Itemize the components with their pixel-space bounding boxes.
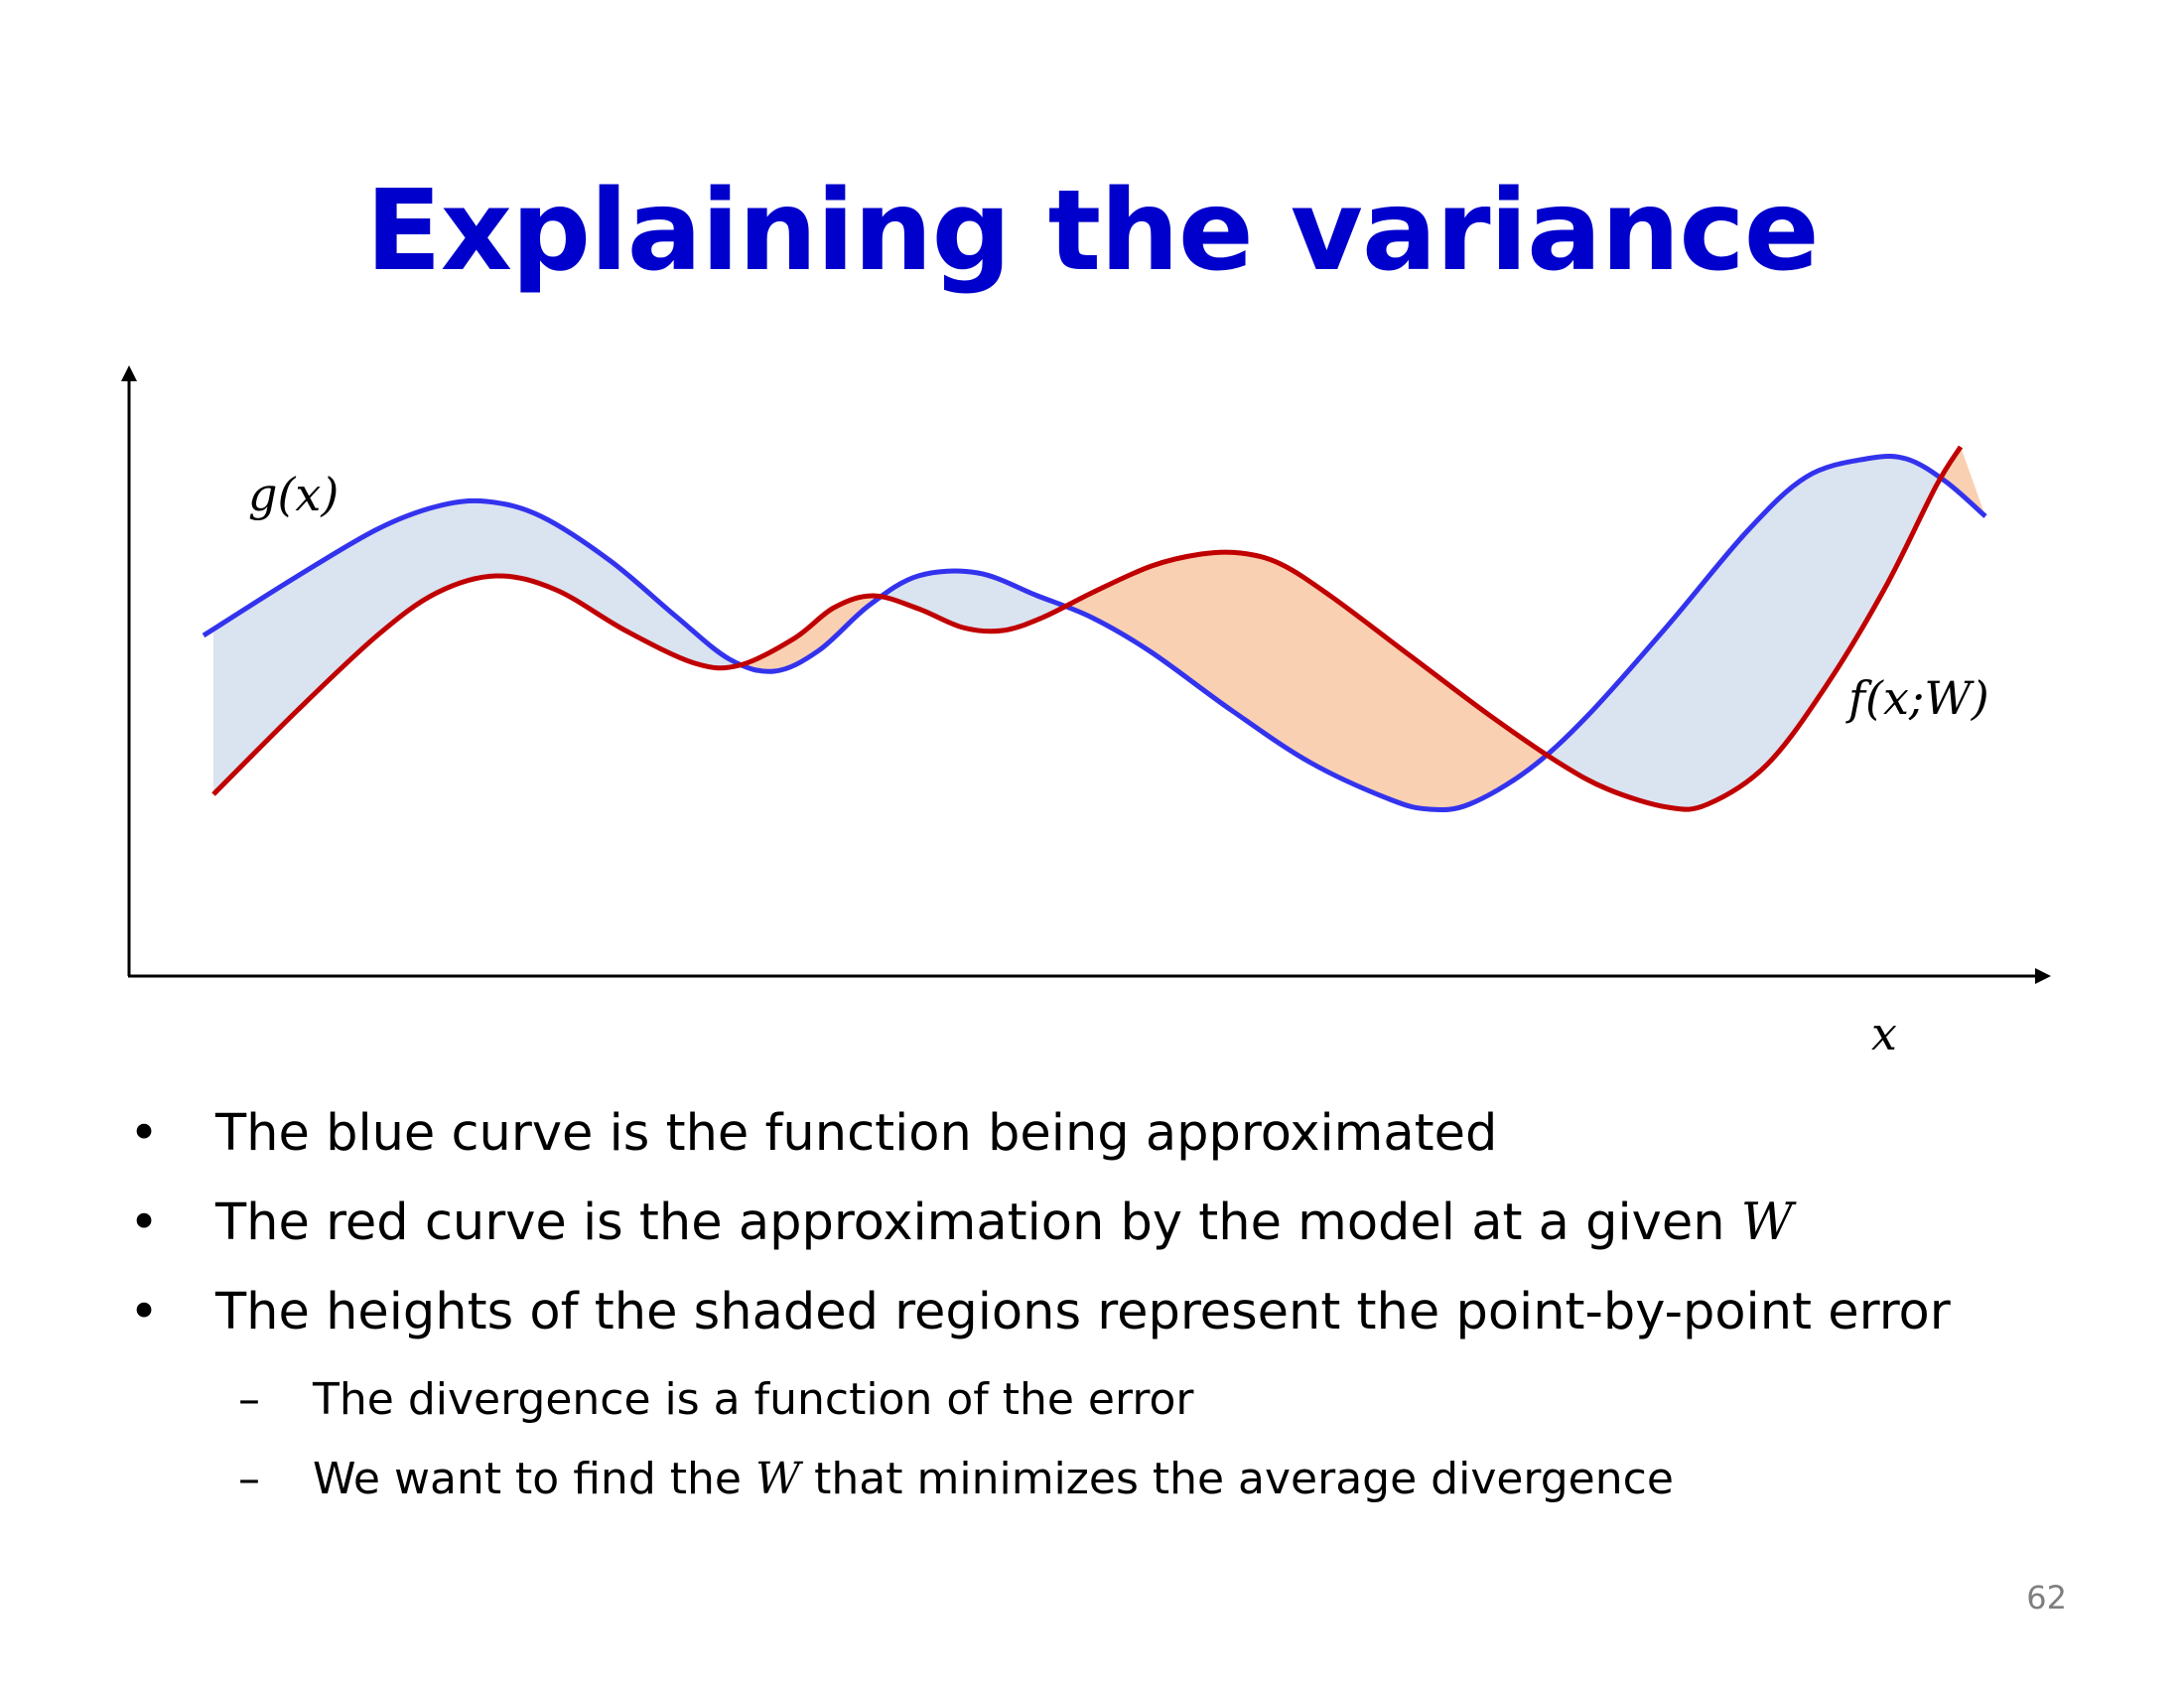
bullet-text: The heights of the shaded regions repres… [215, 1283, 1951, 1341]
slide-title: Explaining the variance [365, 167, 1819, 296]
label-x-axis: x [1871, 1007, 1897, 1060]
bullet-marker: – [238, 1374, 260, 1425]
label-f-of-x-w: f(x;W) [1845, 671, 1989, 725]
bullet-text: The divergence is a function of the erro… [313, 1374, 1194, 1425]
bullet-text: The blue curve is the function being app… [215, 1104, 1498, 1163]
label-g-of-x: g(x) [248, 468, 339, 521]
bullet-item: – The divergence is a function of the err… [129, 1372, 2095, 1452]
target-curve-g [202, 453, 1987, 813]
bullet-item: • The heights of the shaded regions repre… [129, 1283, 2095, 1372]
y-axis-arrowhead [121, 365, 137, 381]
bullet-item: • The red curve is the approximation by t… [129, 1194, 2095, 1283]
bullet-item: – We want to find the W that minimizes th… [129, 1452, 2095, 1531]
bullet-text: We want to find the [313, 1454, 755, 1504]
math-variable: W [1740, 1194, 1794, 1252]
bullet-item: • The blue curve is the function being ap… [129, 1104, 2095, 1194]
model-curve-f [211, 445, 1964, 812]
x-axis-arrowhead [2035, 968, 2051, 984]
bullet-marker: • [129, 1104, 160, 1163]
bullet-marker: – [238, 1454, 260, 1504]
page-number: 62 [2026, 1579, 2067, 1617]
math-variable: W [754, 1454, 801, 1504]
bullet-marker: • [129, 1194, 160, 1252]
bullet-list: • The blue curve is the function being ap… [129, 1104, 2095, 1531]
bullet-text: The red curve is the approximation by th… [215, 1194, 1741, 1252]
bullet-text: that minimizes the average divergence [800, 1454, 1674, 1504]
error-region-target-above [213, 447, 1961, 810]
bullet-marker: • [129, 1283, 160, 1341]
